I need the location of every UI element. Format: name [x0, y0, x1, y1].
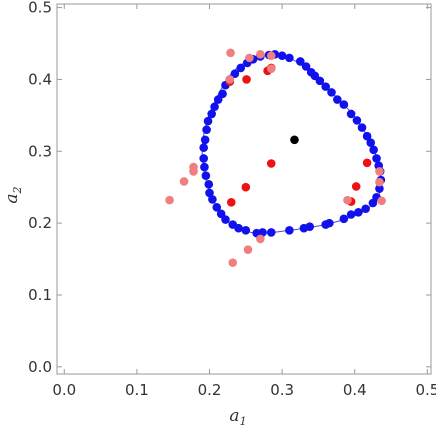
blue-point — [375, 184, 384, 193]
blue-point — [213, 95, 223, 104]
pink-point — [165, 195, 174, 205]
blue-point — [362, 131, 372, 141]
y-axis-label: a2 — [2, 186, 24, 203]
red-point — [242, 75, 251, 84]
blue-point — [207, 109, 216, 119]
pink-point — [375, 177, 384, 187]
pink-point — [243, 245, 253, 255]
blue-point — [203, 116, 213, 126]
y-tick-label: 0.5 — [28, 0, 52, 17]
red-point — [351, 182, 361, 191]
blue-point — [205, 188, 214, 198]
red-point — [241, 182, 251, 192]
red-point — [362, 158, 372, 168]
blue-point — [305, 222, 315, 232]
red-point — [226, 197, 236, 207]
pink-point — [256, 234, 265, 244]
x-tick-label: 0.4 — [343, 381, 367, 399]
blue-point — [236, 63, 246, 73]
pink-point — [266, 51, 276, 61]
blue-point — [301, 62, 311, 71]
blue-point — [258, 228, 267, 237]
red-point — [266, 159, 276, 168]
x-tick-label: 0.1 — [125, 381, 149, 399]
blue-point — [327, 88, 336, 97]
y-tick-label: 0.1 — [28, 286, 52, 304]
x-tick-label: 0.5 — [415, 381, 436, 399]
pink-point — [226, 48, 235, 58]
blue-point — [210, 102, 219, 112]
blue-point — [354, 208, 363, 217]
blue-point — [346, 109, 356, 119]
blue-point — [202, 125, 211, 135]
pink-point — [245, 53, 254, 63]
blue-point — [234, 223, 243, 233]
pink-point — [256, 49, 265, 59]
x-tick-label: 0.3 — [270, 381, 294, 399]
blue-point — [208, 195, 217, 204]
blue-point — [352, 116, 362, 125]
blue-point — [372, 154, 381, 163]
black-point — [290, 135, 299, 145]
y-tick-label: 0.4 — [28, 70, 52, 88]
data-points — [165, 48, 386, 267]
blue-point — [361, 204, 370, 214]
blue-point — [200, 162, 209, 172]
blue-point — [199, 143, 208, 152]
blue-point — [199, 154, 208, 163]
y-tick-label: 0.0 — [28, 358, 52, 376]
blue-point — [204, 180, 214, 189]
pink-point — [228, 258, 238, 267]
pink-point — [179, 177, 189, 186]
pink-point — [189, 167, 198, 176]
blue-point — [212, 203, 222, 212]
blue-point — [200, 135, 210, 145]
blue-point — [241, 226, 251, 235]
blue-point — [321, 82, 330, 91]
pink-point — [343, 195, 352, 205]
blue-point — [201, 171, 211, 181]
x-axis-label: a1 — [229, 406, 246, 428]
blue-point — [325, 218, 334, 228]
blue-point — [277, 51, 287, 61]
pink-point — [266, 64, 276, 73]
blue-point — [285, 226, 294, 235]
blue-point — [285, 53, 294, 63]
blue-point — [333, 95, 342, 104]
blue-point — [266, 228, 276, 237]
y-tick-label: 0.3 — [28, 142, 52, 160]
blue-point — [339, 214, 349, 224]
blue-point — [366, 138, 376, 147]
pink-point — [377, 196, 386, 206]
blue-point — [369, 145, 378, 155]
pink-point — [225, 75, 235, 84]
blue-point — [295, 57, 305, 66]
blue-point — [339, 100, 349, 109]
blue-point — [346, 210, 356, 219]
blue-point — [221, 215, 230, 224]
pink-point — [375, 167, 384, 176]
y-tick-label: 0.2 — [28, 214, 52, 232]
blue-point — [306, 67, 316, 77]
blue-point — [230, 69, 240, 78]
x-tick-label: 0.2 — [198, 381, 222, 399]
blue-point — [357, 123, 367, 132]
x-tick-label: 0.0 — [52, 381, 76, 399]
axis-ticks: 0.0 0.1 0.2 0.3 0.4 0.5 0.0 0.1 0.2 0.3 0.4 0.5 — [28, 0, 436, 399]
